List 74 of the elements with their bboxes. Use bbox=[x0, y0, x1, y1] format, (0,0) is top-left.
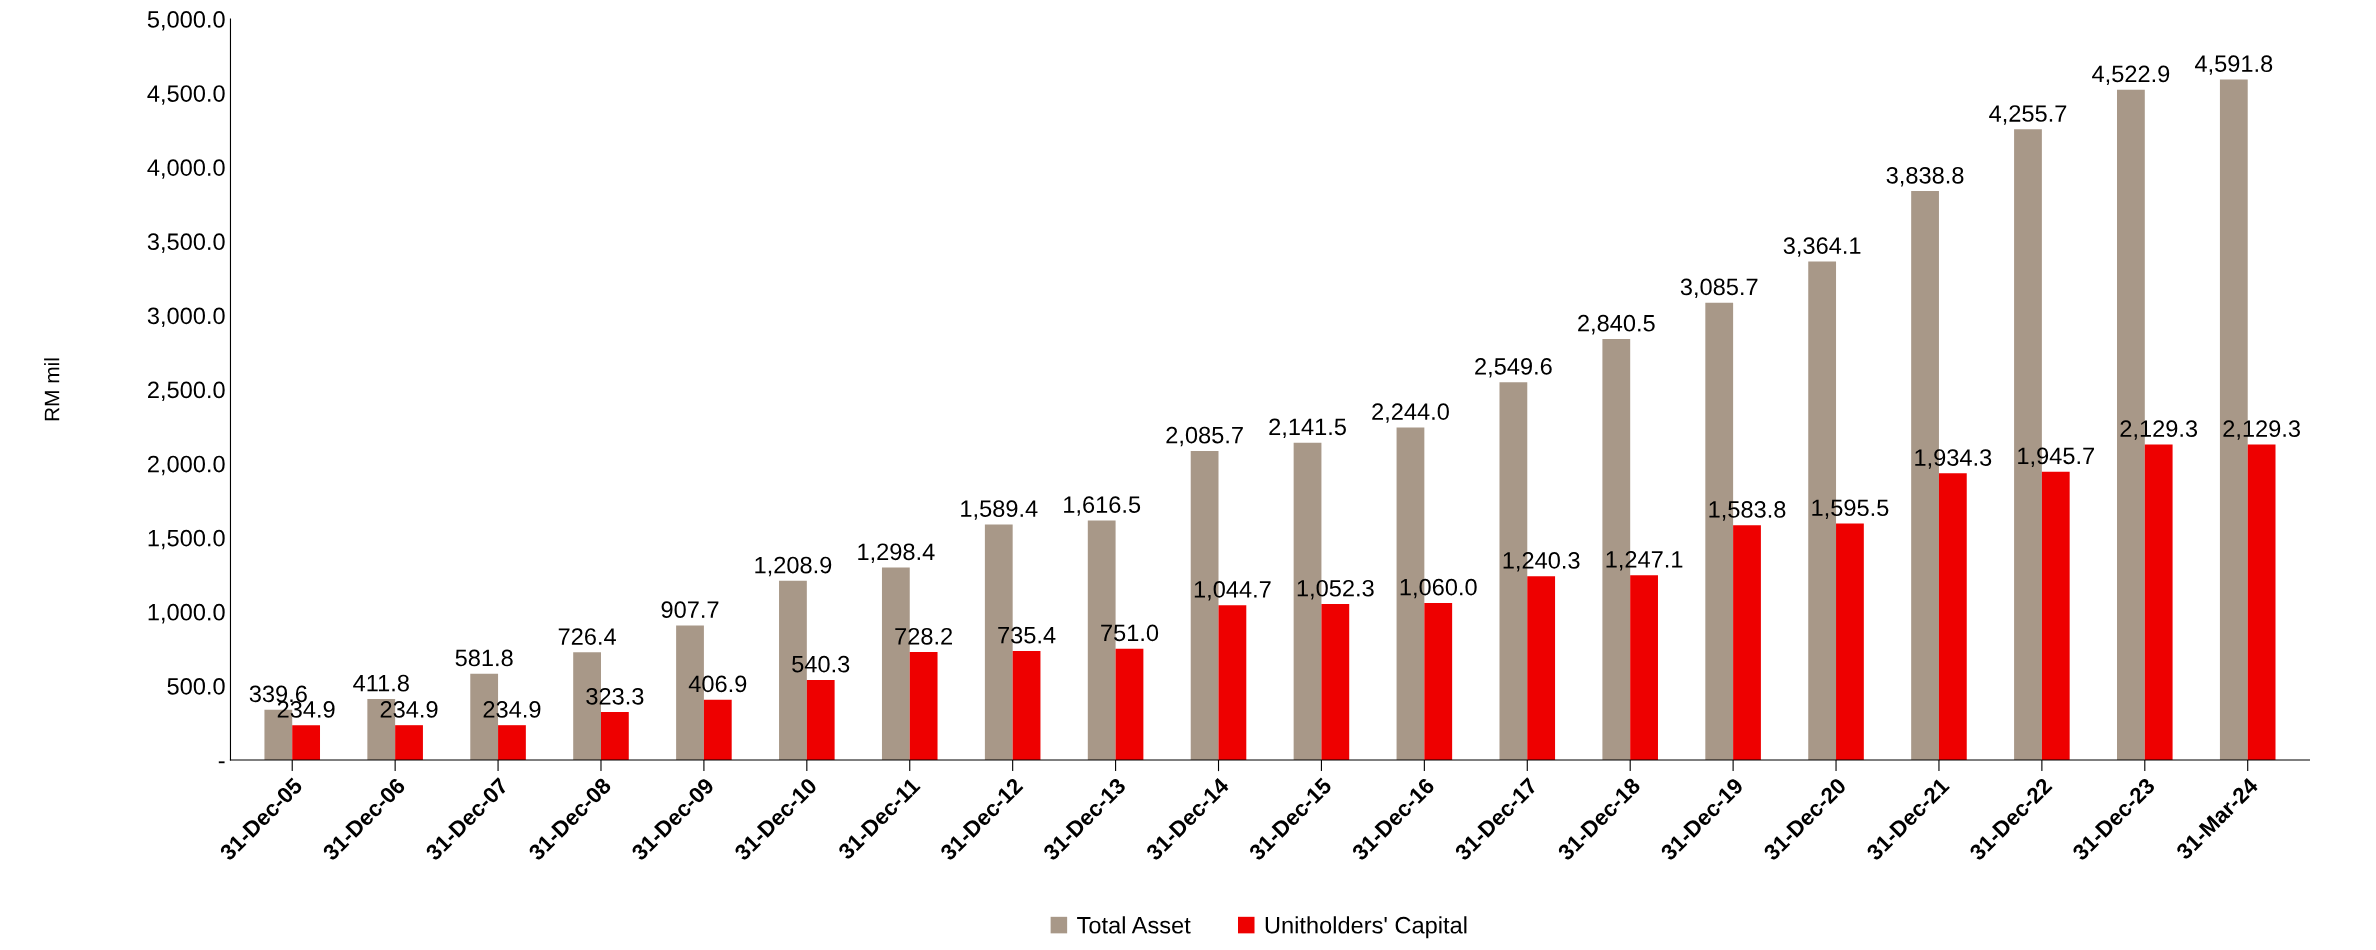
bar bbox=[1424, 602, 1453, 760]
data-label: 1,583.8 bbox=[1709, 501, 1786, 521]
data-label: 4,522.9 bbox=[2092, 65, 2170, 86]
bar bbox=[1012, 651, 1041, 760]
bar bbox=[1527, 576, 1556, 760]
y-tick-label: 500.0 bbox=[167, 677, 225, 695]
data-label: 323.3 bbox=[586, 687, 644, 705]
bar bbox=[703, 699, 732, 760]
data-label: 726.4 bbox=[558, 628, 616, 645]
data-label: 339.6 bbox=[249, 685, 307, 703]
data-label: 1,240.3 bbox=[1503, 552, 1580, 572]
data-label: 1,298.4 bbox=[858, 543, 935, 563]
y-tick-label: - bbox=[218, 761, 225, 764]
y-tick-label: 4,500.0 bbox=[147, 85, 225, 105]
data-label: 411.8 bbox=[353, 674, 409, 692]
data-label: 2,129.3 bbox=[2223, 420, 2300, 440]
data-label: 2,085.7 bbox=[1166, 426, 1243, 447]
bar bbox=[1938, 473, 1967, 760]
data-label: 2,129.3 bbox=[2120, 420, 2198, 440]
data-label: 1,247.1 bbox=[1606, 551, 1683, 571]
data-label: 735.4 bbox=[998, 626, 1056, 644]
data-label: 2,244.0 bbox=[1372, 403, 1449, 423]
y-tick-label: 1,500.0 bbox=[148, 529, 225, 550]
data-label: 1,052.3 bbox=[1297, 579, 1374, 600]
y-tick-label: 5,000.0 bbox=[147, 11, 225, 31]
data-label: 234.9 bbox=[483, 701, 541, 718]
y-tick-label: 3,000.0 bbox=[147, 307, 225, 327]
data-label: 907.7 bbox=[661, 601, 719, 619]
bar bbox=[806, 679, 835, 760]
data-label: 3,364.1 bbox=[1783, 237, 1861, 257]
bar bbox=[1733, 525, 1761, 760]
y-tick-label: 2,000.0 bbox=[148, 455, 225, 476]
data-label: 1,595.5 bbox=[1812, 499, 1889, 519]
bar bbox=[1630, 575, 1658, 760]
data-label: 2,549.6 bbox=[1475, 357, 1552, 378]
data-label: 1,934.3 bbox=[1915, 449, 1992, 469]
data-label: 751.0 bbox=[1101, 624, 1159, 642]
data-label: 2,840.5 bbox=[1578, 314, 1655, 335]
data-label: 4,255.7 bbox=[1989, 105, 2067, 125]
y-axis-title: RM mil bbox=[44, 358, 60, 421]
data-label: 3,838.8 bbox=[1886, 166, 1964, 187]
data-label: 1,044.7 bbox=[1194, 581, 1271, 601]
bar bbox=[909, 652, 938, 760]
bar bbox=[600, 712, 629, 760]
data-label: 406.9 bbox=[688, 675, 747, 693]
data-label: 234.9 bbox=[277, 701, 335, 718]
data-label: 540.3 bbox=[792, 655, 850, 673]
bar bbox=[395, 725, 423, 760]
data-label: 1,060.0 bbox=[1400, 578, 1477, 599]
legend-label: Unitholders' Capital bbox=[1265, 916, 1467, 939]
data-label: 234.9 bbox=[380, 701, 438, 718]
data-label: 1,616.5 bbox=[1064, 496, 1141, 516]
bar bbox=[1321, 604, 1350, 760]
bar bbox=[1836, 523, 1864, 760]
y-tick-label: 1,000.0 bbox=[148, 603, 225, 624]
bar bbox=[498, 725, 526, 760]
data-label: 1,589.4 bbox=[961, 500, 1038, 520]
bar bbox=[2247, 444, 2276, 760]
data-label: 1,945.7 bbox=[2018, 447, 2094, 467]
y-tick-label: 4,000.0 bbox=[147, 159, 225, 179]
y-tick-label: 3,500.0 bbox=[147, 233, 225, 253]
bar bbox=[2144, 444, 2173, 760]
bar bbox=[1218, 605, 1247, 760]
y-tick-label: 2,500.0 bbox=[148, 381, 225, 402]
data-label: 581.8 bbox=[455, 649, 513, 667]
bar bbox=[1115, 648, 1144, 760]
bar bbox=[292, 725, 321, 760]
data-label: 728.2 bbox=[895, 627, 952, 645]
data-label: 3,085.7 bbox=[1680, 278, 1758, 299]
data-label: 4,591.8 bbox=[2194, 55, 2273, 75]
bar bbox=[2041, 471, 2070, 760]
data-label: 2,141.5 bbox=[1269, 418, 1346, 438]
data-label: 1,208.9 bbox=[755, 556, 832, 577]
legend-label: Total Asset bbox=[1077, 916, 1191, 934]
